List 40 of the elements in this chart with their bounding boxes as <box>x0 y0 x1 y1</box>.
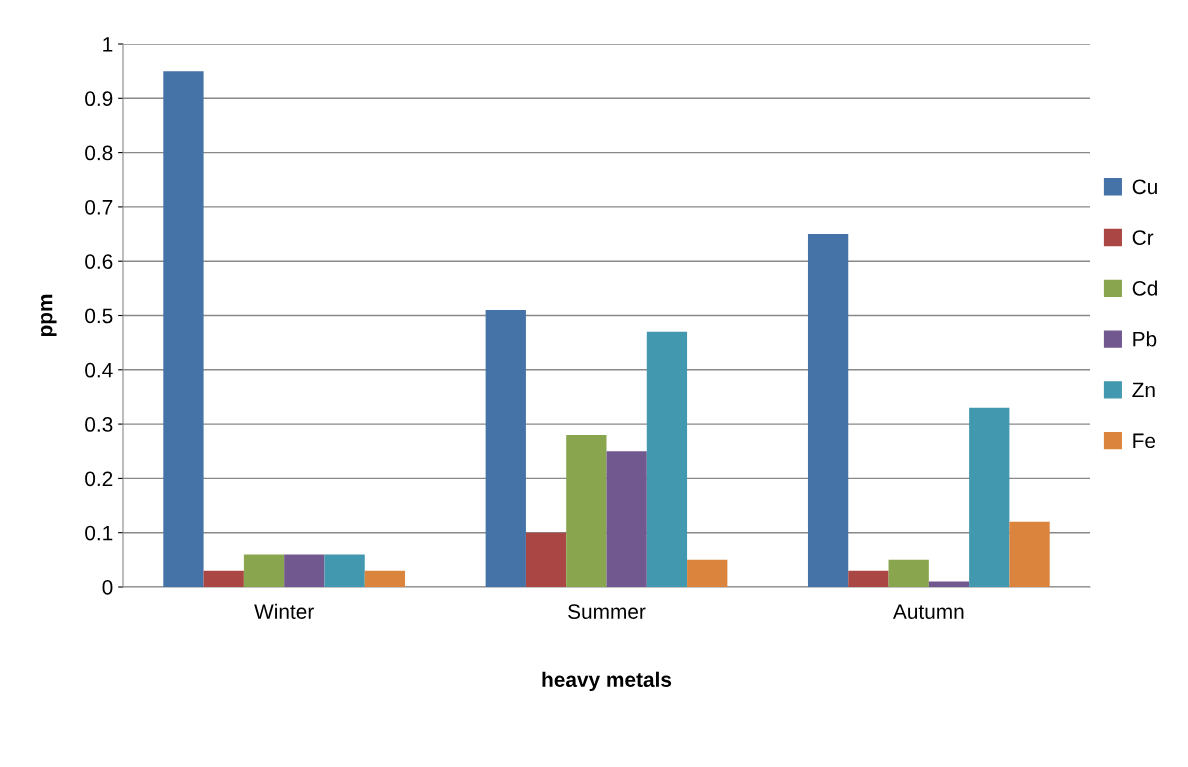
y-axis-title: ppm <box>40 294 57 337</box>
x-tick-label: Winter <box>254 603 314 619</box>
bar <box>364 570 406 587</box>
bar <box>203 570 244 587</box>
y-tick-label: 0.5 <box>85 308 113 324</box>
bar <box>969 407 1010 587</box>
legend-label: Cd <box>1132 280 1157 296</box>
y-tick-label: 0.7 <box>85 199 113 215</box>
bar <box>485 310 526 587</box>
y-tick-label: 0.4 <box>85 362 113 378</box>
bar <box>243 554 285 587</box>
y-tick-label: 0.8 <box>85 145 113 161</box>
bar <box>606 451 647 587</box>
bar <box>284 554 325 587</box>
bar <box>163 71 204 587</box>
y-tick-label: 0.6 <box>85 254 113 269</box>
y-tick-label: 0.1 <box>85 525 113 541</box>
x-axis-title: heavy metals <box>542 671 672 692</box>
legend-label: Cr <box>1132 230 1154 245</box>
legend-label: Cu <box>1132 179 1157 195</box>
bar <box>1009 521 1050 587</box>
x-tick-label: Autumn <box>892 604 964 619</box>
bar <box>525 532 567 587</box>
bar <box>324 554 365 587</box>
y-tick-label: 0.3 <box>85 417 113 432</box>
bar <box>566 434 607 587</box>
y-tick-label: 0.2 <box>85 471 113 487</box>
bar <box>807 234 849 587</box>
legend-label: Zn <box>1132 382 1155 398</box>
y-tick-label: 0.9 <box>85 91 113 107</box>
x-tick-label: Summer <box>568 604 646 619</box>
bar <box>687 559 728 587</box>
bar <box>646 331 688 587</box>
bar <box>848 570 889 587</box>
legend-label: Pb <box>1133 331 1157 347</box>
legend-label: Fe <box>1133 433 1156 449</box>
bar <box>888 559 929 587</box>
bar <box>928 581 970 587</box>
y-tick-label: 0 <box>102 580 113 595</box>
y-tick-label: 1 <box>103 37 113 52</box>
